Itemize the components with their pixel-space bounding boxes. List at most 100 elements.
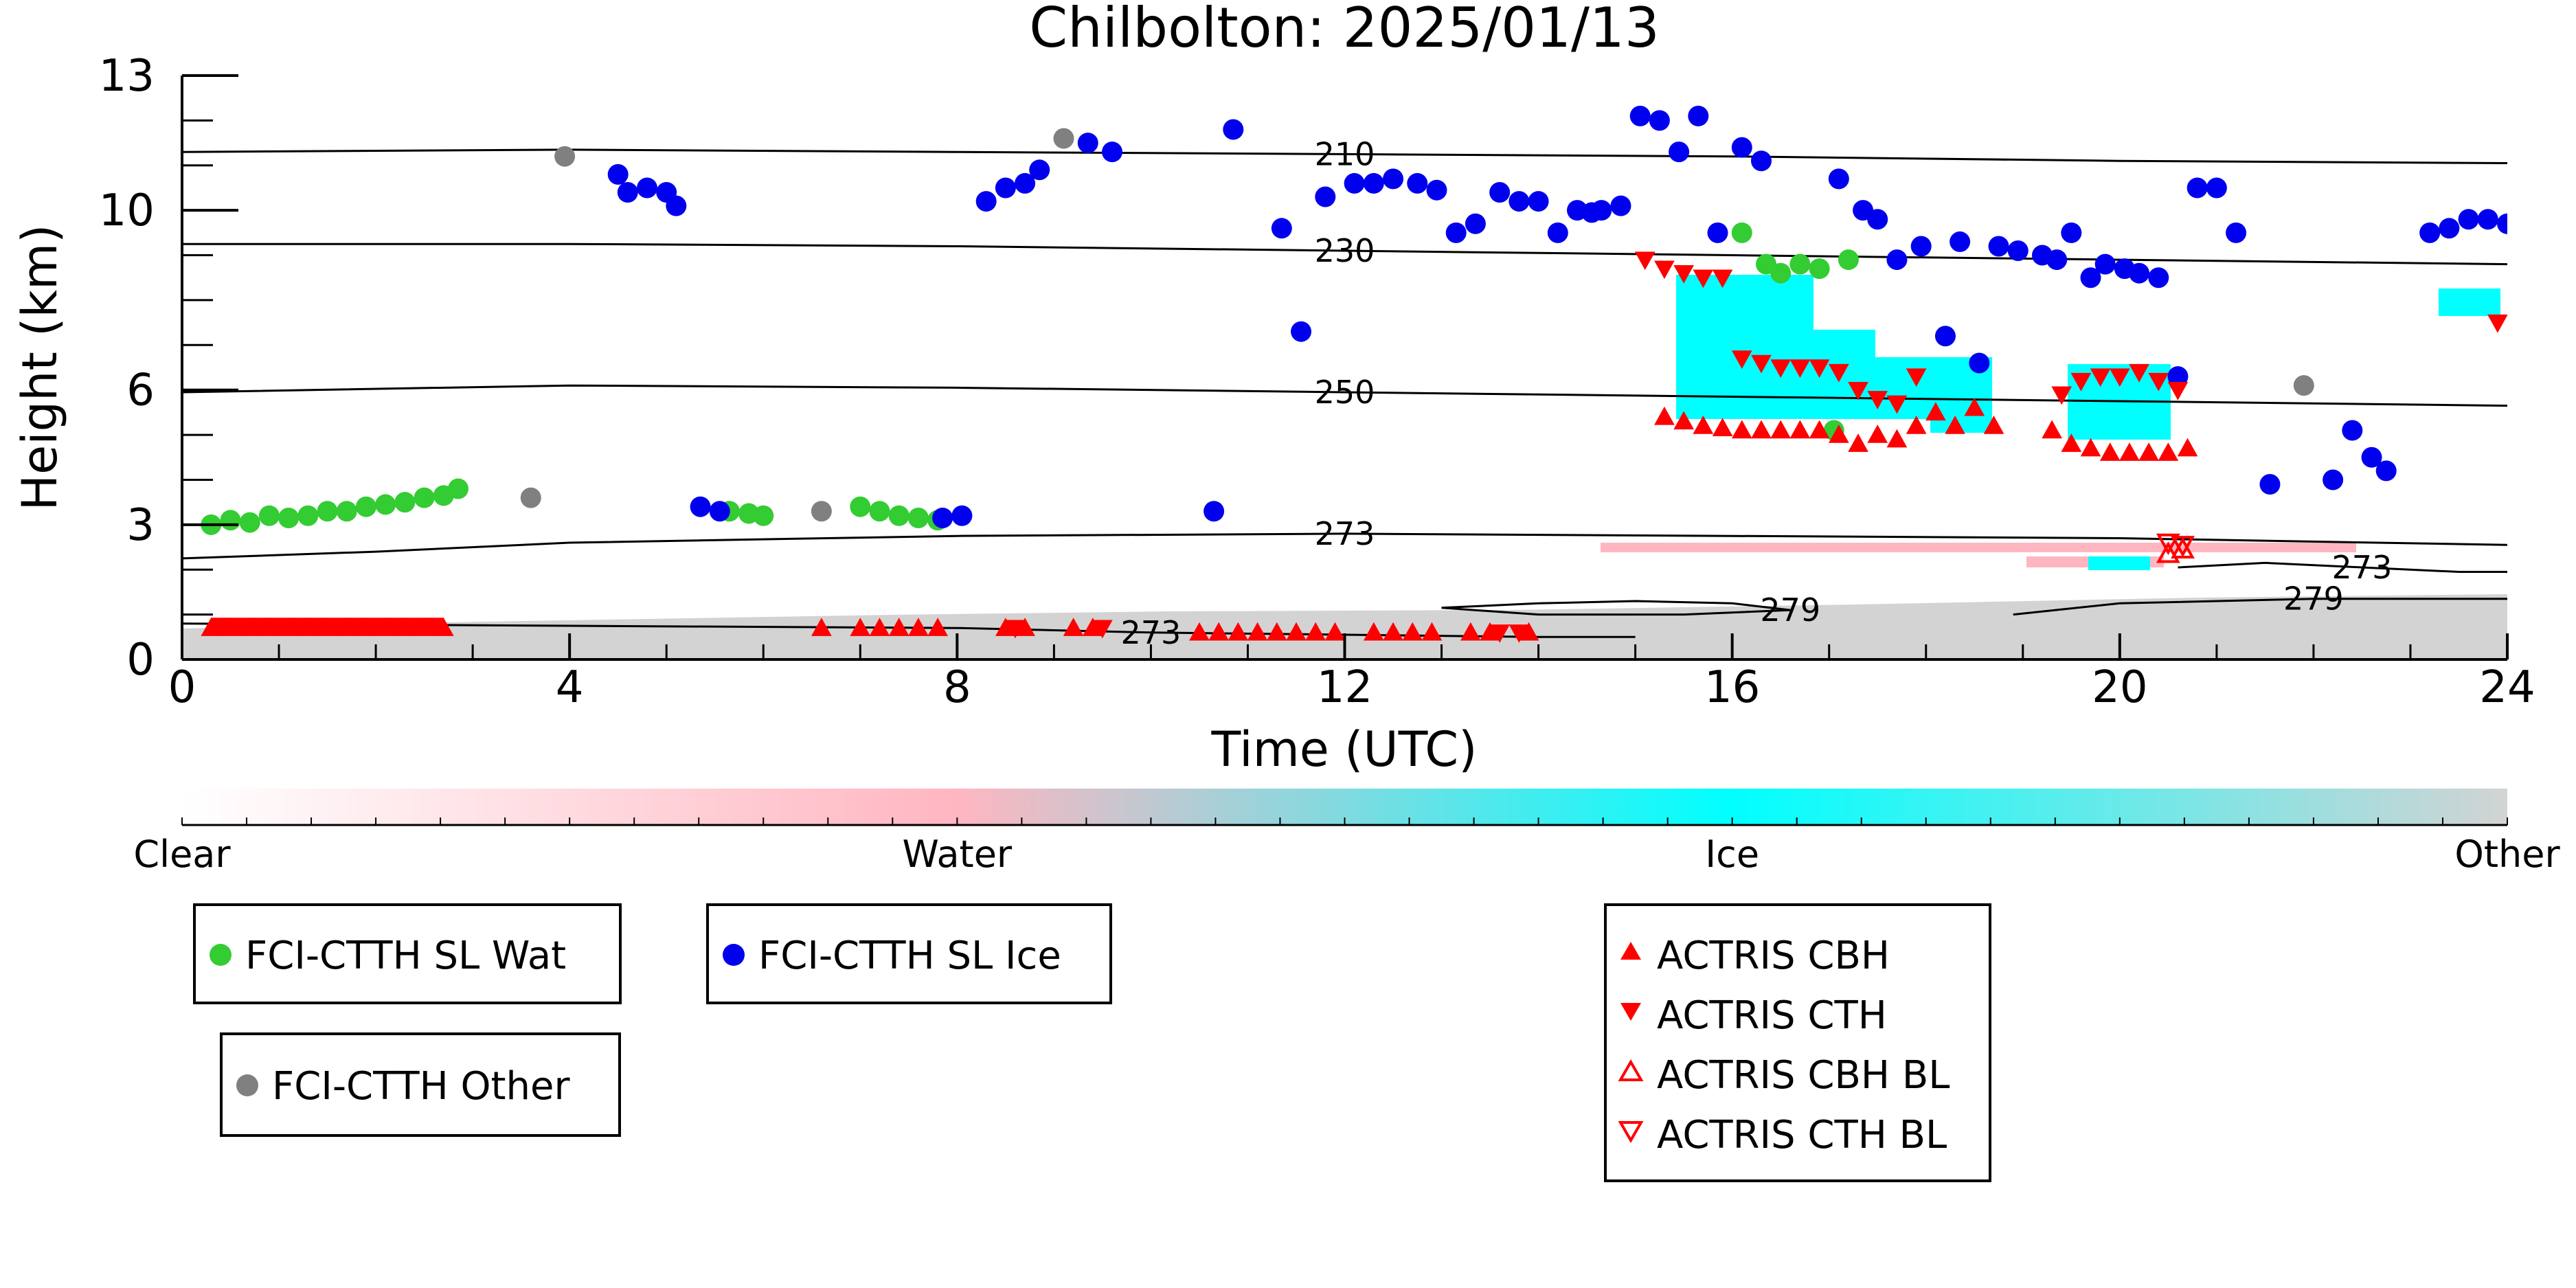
x-tick-label: 12: [1317, 662, 1372, 713]
data-point: [2042, 420, 2062, 439]
data-point: [1751, 420, 1772, 439]
data-point: [2099, 442, 2121, 461]
data-point: [1223, 119, 1244, 140]
data-point: [1407, 172, 1428, 194]
data-point: [1383, 622, 1403, 641]
data-point: [1528, 191, 1549, 212]
colorbar-label: Water: [903, 833, 1013, 876]
data-point: [2156, 533, 2180, 556]
colorbar: Clear Water Ice Other: [133, 789, 2560, 876]
data-point: [1383, 168, 1404, 190]
data-point: [2007, 240, 2029, 261]
data-point: [249, 618, 270, 636]
data-point: [888, 505, 909, 526]
colorbar-label: Other: [2454, 833, 2560, 876]
data-point: [1271, 218, 1292, 239]
data-point: [2148, 267, 2169, 289]
data-point: [1102, 142, 1122, 163]
data-point: [2090, 368, 2111, 387]
data-point: [1731, 222, 1752, 243]
data-point: [1789, 359, 1811, 379]
data-point: [1731, 350, 1752, 369]
data-point: [908, 618, 929, 636]
data-point: [1610, 195, 1631, 216]
legend-marker-green-circle: [210, 944, 231, 966]
data-point: [1509, 624, 1530, 643]
data-point: [2080, 438, 2101, 457]
data-point: [1770, 359, 1792, 379]
data-point: [1092, 620, 1113, 639]
data-point: [1669, 142, 1690, 163]
data-point: [1649, 110, 1670, 131]
contour-line: [182, 622, 1636, 638]
data-point: [1286, 622, 1307, 641]
data-point: [2129, 262, 2150, 284]
data-point: [1934, 326, 1956, 347]
data-point: [269, 618, 289, 636]
legend-actris: ACTRIS CBH ACTRIS CTH ACTRIS CBH BL ACTR…: [1604, 903, 1991, 1182]
data-point: [1983, 415, 2004, 434]
data-point: [1867, 425, 1888, 443]
colorbar-label: Ice: [1705, 833, 1759, 876]
data-point: [2119, 442, 2140, 461]
data-point: [2177, 438, 2198, 457]
data-point: [2070, 372, 2092, 392]
data-point: [1324, 622, 1346, 641]
data-point: [1363, 622, 1384, 641]
contour-label: 210: [1315, 135, 1375, 172]
data-point: [229, 618, 251, 636]
data-point: [2061, 222, 2082, 243]
data-point: [297, 505, 319, 526]
data-point: [1547, 222, 1568, 243]
data-point: [2206, 177, 2227, 199]
contour-line: [182, 384, 2507, 407]
data-point: [1925, 402, 1946, 421]
data-point: [617, 182, 638, 203]
data-point: [1770, 262, 1792, 284]
data-point: [1228, 622, 1249, 641]
data-point: [2293, 375, 2314, 396]
data-point: [1886, 249, 1908, 271]
data-point: [888, 618, 909, 636]
data-point: [2259, 474, 2281, 495]
data-point: [210, 618, 231, 636]
data-point: [1886, 429, 1908, 448]
data-point: [1426, 179, 1447, 201]
data-points: [201, 105, 2527, 643]
y-tick-label: 13: [99, 51, 155, 102]
legend-label: FCI-CTTH SL Wat: [245, 934, 566, 978]
data-point: [1848, 433, 1868, 452]
legend-box: [706, 903, 1112, 1004]
data-point: [1731, 420, 1752, 439]
data-point: [2507, 315, 2527, 332]
legend-other: FCI-CTTH Other: [220, 1032, 621, 1137]
data-point: [1789, 420, 1811, 439]
data-point: [2171, 536, 2195, 558]
data-point: [1867, 209, 1888, 230]
data-point: [447, 478, 468, 499]
data-point: [1363, 172, 1384, 194]
contour-line: [182, 532, 2507, 560]
x-tick-label: 20: [2092, 662, 2147, 713]
data-point: [2156, 541, 2180, 563]
data-point: [2487, 314, 2507, 333]
data-point: [1189, 622, 1210, 641]
data-point: [375, 494, 396, 515]
data-point: [2158, 442, 2179, 461]
colorbar-label: Clear: [133, 833, 231, 876]
data-point: [1848, 381, 1868, 400]
data-point: [2497, 213, 2507, 234]
data-point: [1969, 352, 1990, 374]
data-point: [1291, 321, 1312, 342]
data-point: [1634, 251, 1656, 271]
data-point: [1906, 415, 1927, 434]
data-point: [1945, 415, 1965, 434]
data-point: [1204, 501, 1225, 522]
data-point: [995, 177, 1016, 199]
data-point: [753, 505, 774, 526]
data-point: [2167, 381, 2189, 400]
data-point: [1886, 395, 1908, 414]
contour-label: 279: [2283, 580, 2344, 618]
x-tick-label: 16: [1704, 662, 1760, 713]
